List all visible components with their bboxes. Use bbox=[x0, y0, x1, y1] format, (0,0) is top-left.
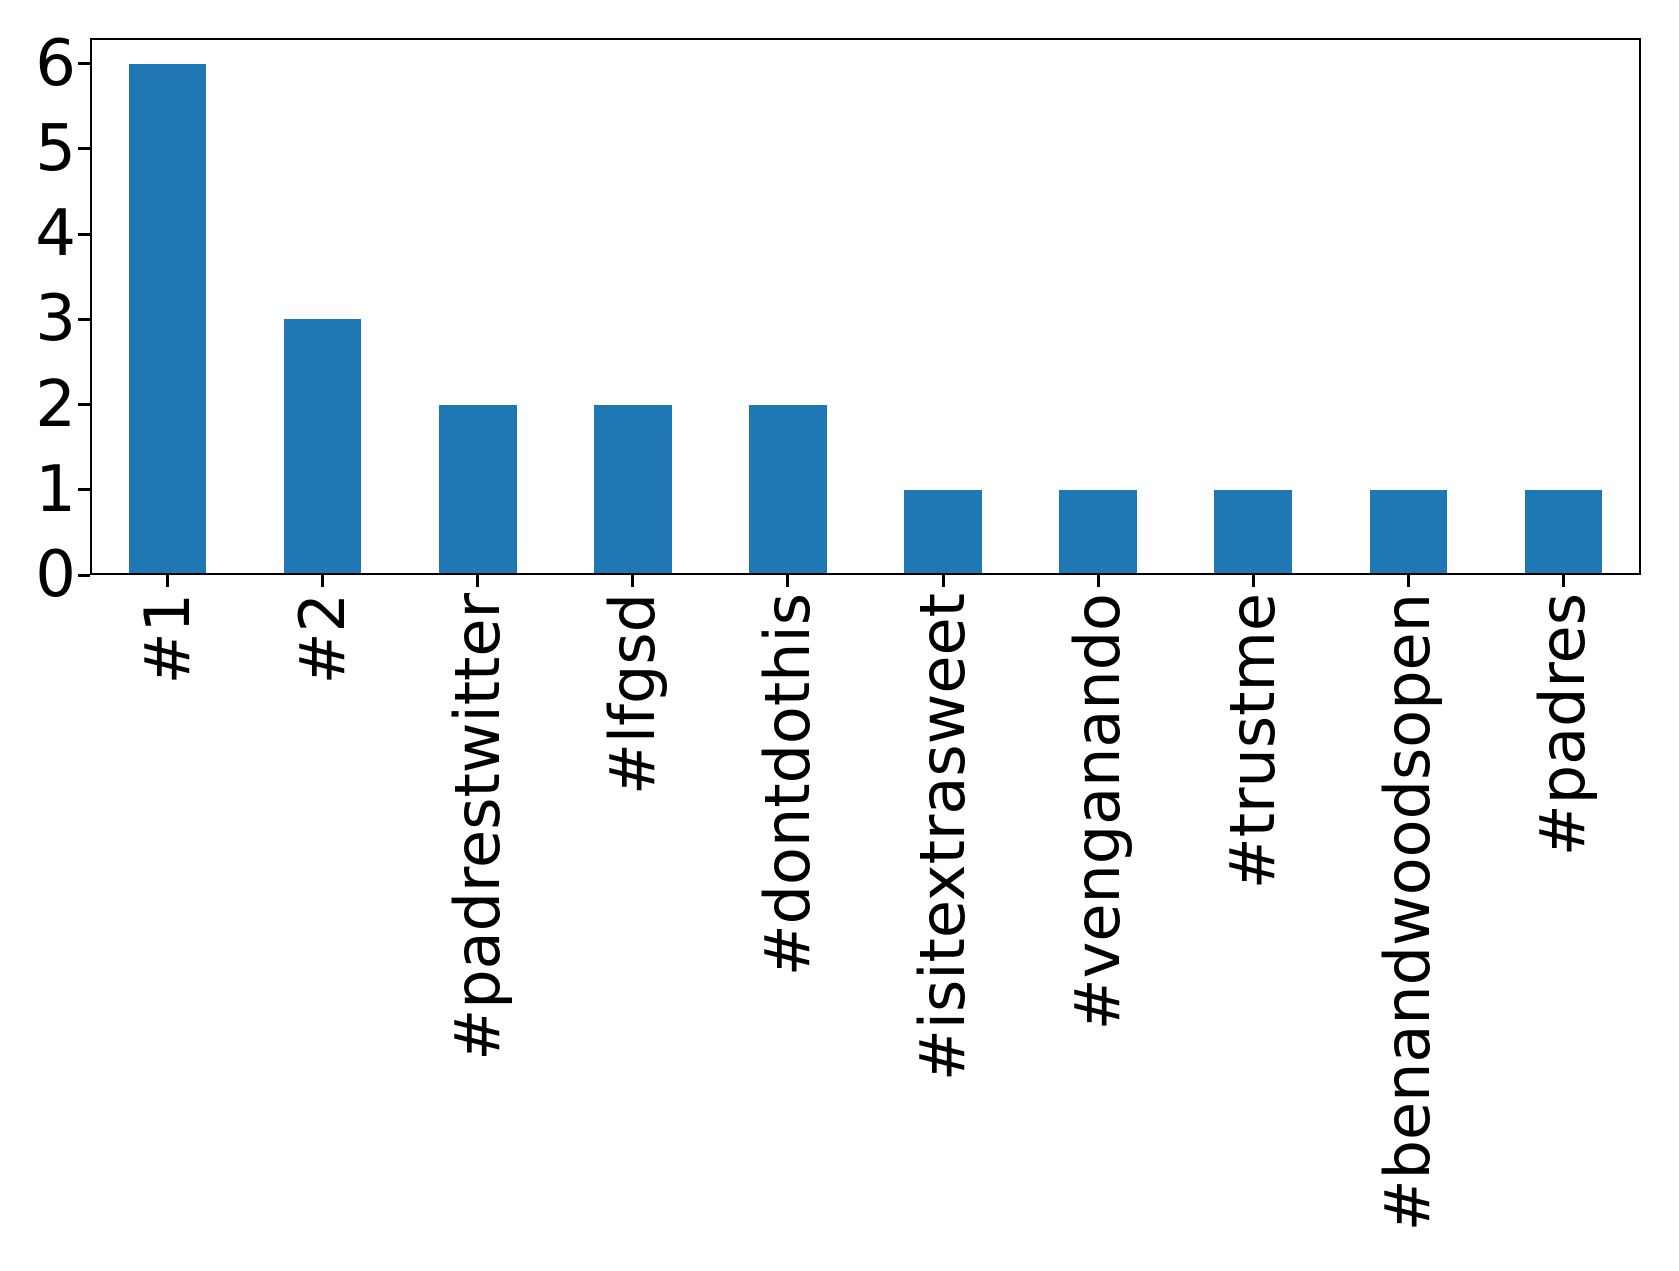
y-tick-mark bbox=[78, 232, 90, 236]
bar bbox=[594, 404, 672, 575]
y-tick-mark bbox=[78, 488, 90, 492]
x-axis-tick-label: #benandwoodsopen bbox=[1371, 593, 1445, 1232]
y-tick-mark bbox=[78, 573, 90, 577]
bar bbox=[438, 404, 517, 575]
x-axis-tick-label: #isitextrasweet bbox=[906, 593, 980, 1082]
x-tick-mark bbox=[321, 575, 325, 587]
bar bbox=[1524, 489, 1603, 575]
x-tick-mark bbox=[476, 575, 480, 587]
y-axis-tick-label: 3 bbox=[35, 282, 76, 357]
x-axis-tick-label: #lfgsd bbox=[595, 593, 669, 796]
x-axis-tick-label: #padrestwitter bbox=[440, 593, 514, 1061]
x-axis-tick-label: #dontdothis bbox=[750, 593, 824, 977]
x-axis-tick-label: #venganando bbox=[1061, 593, 1135, 1031]
y-tick-mark bbox=[78, 147, 90, 151]
y-tick-mark bbox=[78, 62, 90, 66]
y-axis-tick-label: 0 bbox=[35, 538, 76, 612]
bar bbox=[1214, 489, 1293, 575]
y-axis-tick-label: 4 bbox=[35, 197, 76, 272]
x-tick-mark bbox=[1096, 575, 1100, 587]
x-tick-mark bbox=[1251, 575, 1255, 587]
x-tick-mark bbox=[1406, 575, 1410, 587]
y-axis-tick-label: 1 bbox=[35, 452, 76, 527]
x-axis-tick-label: #2 bbox=[285, 593, 359, 685]
y-tick-mark bbox=[78, 317, 90, 321]
bar bbox=[1369, 489, 1448, 575]
y-tick-mark bbox=[78, 403, 90, 407]
x-tick-mark bbox=[1561, 575, 1565, 587]
bar bbox=[283, 319, 362, 575]
y-axis-tick-label: 6 bbox=[35, 26, 76, 101]
bar bbox=[128, 63, 207, 575]
bar bbox=[904, 489, 982, 575]
x-tick-mark bbox=[941, 575, 945, 587]
y-axis-tick-label: 5 bbox=[35, 111, 76, 186]
x-tick-mark bbox=[786, 575, 790, 587]
x-axis-tick-label: #padres bbox=[1526, 593, 1600, 857]
x-axis-tick-label: #trustme bbox=[1216, 593, 1290, 890]
x-axis-tick-label: #1 bbox=[130, 593, 204, 685]
y-axis-tick-label: 2 bbox=[35, 367, 76, 442]
x-tick-mark bbox=[166, 575, 170, 587]
bar bbox=[749, 404, 827, 575]
bar bbox=[1059, 489, 1137, 575]
x-tick-mark bbox=[631, 575, 635, 587]
